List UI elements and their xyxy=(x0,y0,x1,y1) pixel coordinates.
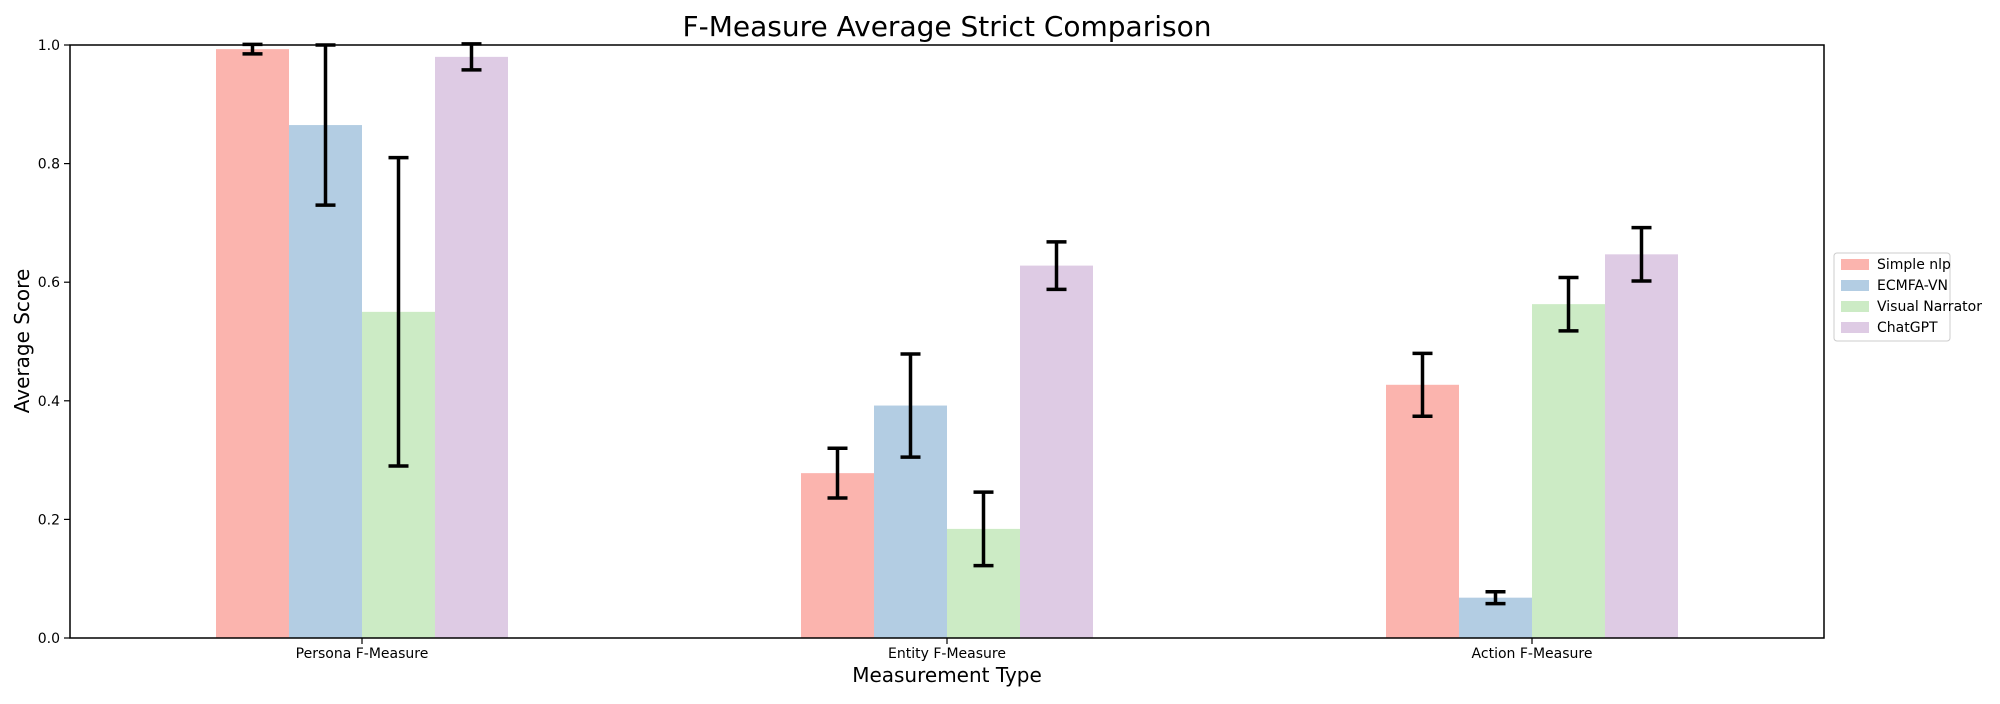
x-tick-label: Action F-Measure xyxy=(1472,646,1593,662)
bar xyxy=(1386,384,1459,638)
legend-frame xyxy=(1833,252,1951,342)
bar xyxy=(801,473,874,638)
legend-swatch xyxy=(1841,322,1869,333)
x-axis: Persona F-Measure Entity F-Measure Action … xyxy=(296,638,1593,662)
y-tick-label: 0.8 xyxy=(38,157,60,173)
legend-label: ChatGPT xyxy=(1877,320,1938,336)
y-tick-label: 0.6 xyxy=(38,275,60,291)
y-tick-label: 0.2 xyxy=(38,512,60,528)
y-tick-label: 0.0 xyxy=(38,631,60,647)
legend-swatch xyxy=(1841,280,1869,291)
bar xyxy=(1020,265,1093,638)
legend-label: ECMFA-VN xyxy=(1877,278,1948,294)
legend-label: Simple nlp xyxy=(1877,257,1951,273)
bar xyxy=(216,49,289,638)
y-axis: 0.0 0.2 0.4 0.6 0.8 1.0 xyxy=(38,38,70,647)
y-axis-label: Average Score xyxy=(10,269,34,414)
bars-layer xyxy=(216,49,1678,639)
legend-swatch xyxy=(1841,301,1869,312)
bar xyxy=(289,125,362,639)
x-tick-label: Entity F-Measure xyxy=(888,646,1006,662)
legend-label: Visual Narrator xyxy=(1877,299,1982,315)
bar xyxy=(1605,254,1678,639)
x-tick-label: Persona F-Measure xyxy=(296,646,429,662)
legend-swatch xyxy=(1841,259,1869,270)
legend: Simple nlp ECMFA-VN Visual Narrator ChatGPT xyxy=(1833,252,1982,342)
bar xyxy=(1532,304,1605,638)
bar xyxy=(435,56,508,639)
y-tick-label: 1.0 xyxy=(38,38,60,54)
y-tick-label: 0.4 xyxy=(38,394,60,410)
chart-title: F-Measure Average Strict Comparison xyxy=(683,10,1212,43)
x-axis-label: Measurement Type xyxy=(852,663,1042,687)
error-bars-layer xyxy=(242,42,1652,606)
